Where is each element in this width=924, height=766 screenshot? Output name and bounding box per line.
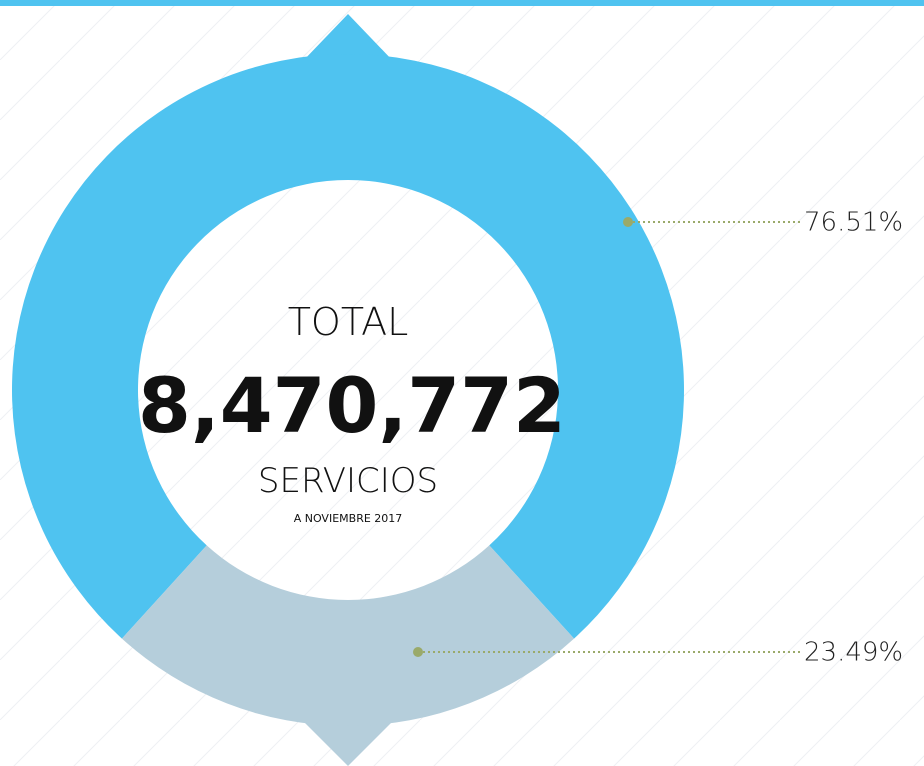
bottom-arrow bbox=[300, 718, 396, 766]
leader-dot bbox=[623, 217, 633, 227]
donut-segment bbox=[121, 545, 575, 726]
center-value: 8,470,772 bbox=[138, 361, 566, 450]
center-note: A NOVIEMBRE 2017 bbox=[294, 512, 403, 525]
top-arrow bbox=[302, 14, 394, 62]
center-unit: SERVICIOS bbox=[258, 461, 438, 501]
value-label: 23.49% bbox=[804, 638, 903, 668]
center-title: TOTAL bbox=[288, 300, 409, 344]
value-label: 76.51% bbox=[804, 208, 903, 238]
top-bar bbox=[0, 0, 924, 6]
leader-dot bbox=[413, 647, 423, 657]
donut-segment bbox=[12, 54, 685, 639]
